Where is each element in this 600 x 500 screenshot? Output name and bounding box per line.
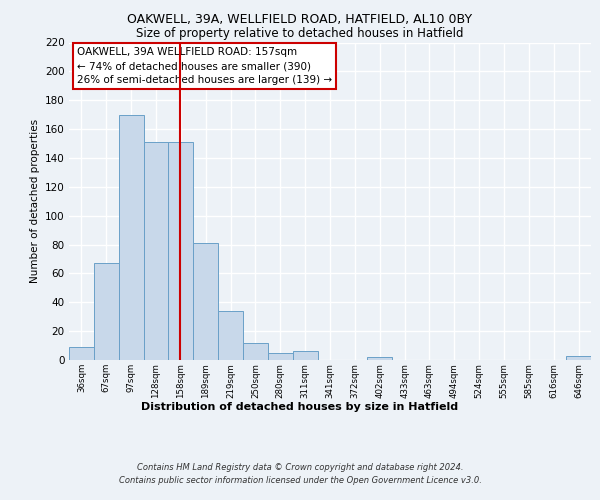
Text: Contains HM Land Registry data © Crown copyright and database right 2024.
Contai: Contains HM Land Registry data © Crown c… [119,462,481,484]
Bar [193,243,218,360]
Bar [566,356,591,360]
Text: Distribution of detached houses by size in Hatfield: Distribution of detached houses by size … [142,402,458,412]
Y-axis label: Number of detached properties: Number of detached properties [29,119,40,284]
Bar [268,353,293,360]
Bar [243,342,268,360]
Bar [293,352,317,360]
Bar [143,142,169,360]
Bar [94,264,119,360]
Bar [218,311,243,360]
Bar [69,347,94,360]
Text: Size of property relative to detached houses in Hatfield: Size of property relative to detached ho… [136,28,464,40]
Bar [367,357,392,360]
Bar [119,114,143,360]
Text: OAKWELL, 39A, WELLFIELD ROAD, HATFIELD, AL10 0BY: OAKWELL, 39A, WELLFIELD ROAD, HATFIELD, … [127,12,473,26]
Bar [169,142,193,360]
Text: OAKWELL, 39A WELLFIELD ROAD: 157sqm
← 74% of detached houses are smaller (390)
2: OAKWELL, 39A WELLFIELD ROAD: 157sqm ← 74… [77,48,332,86]
